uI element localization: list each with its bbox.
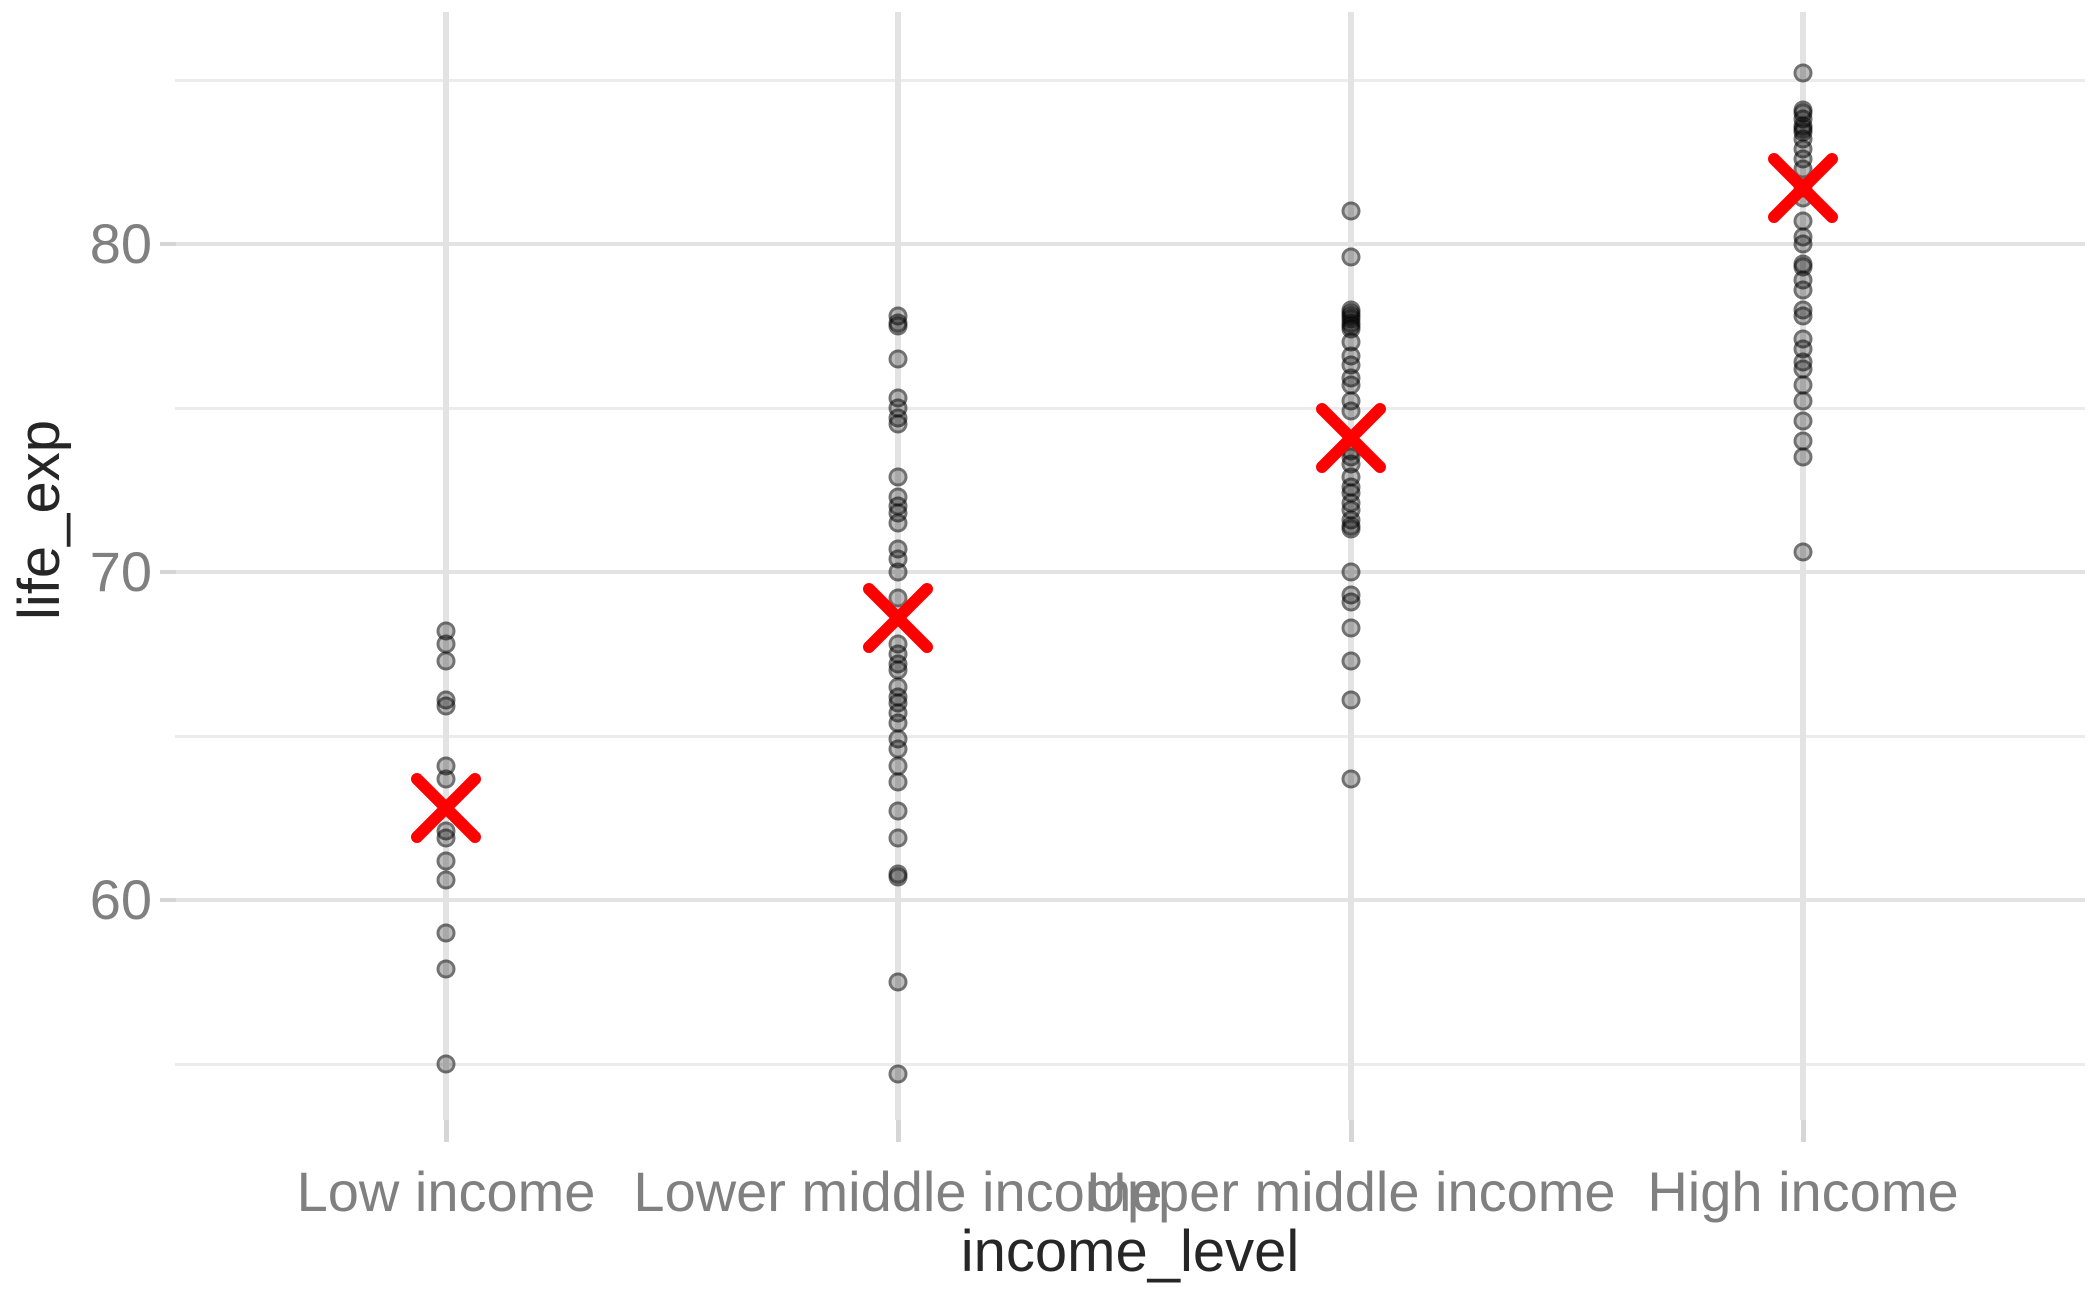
x-axis-tick [895, 1120, 901, 1142]
y-tick-label: 60 [89, 868, 152, 931]
x-axis-tick [1348, 1120, 1354, 1142]
data-point [1793, 63, 1813, 83]
data-point [888, 772, 908, 792]
mean-x-marker [1313, 400, 1389, 475]
data-point [1341, 401, 1361, 421]
y-axis-title: life_exp [7, 420, 72, 620]
data-point [888, 801, 908, 821]
data-point [1793, 542, 1813, 562]
x-axis-title: income_level [960, 1219, 1300, 1284]
y-axis-tick [160, 898, 176, 902]
x-tick-label: Lower middle income [633, 1160, 1163, 1223]
data-point [888, 867, 908, 887]
data-point [888, 1064, 908, 1084]
data-point [888, 414, 908, 434]
mean-x-marker [860, 580, 936, 656]
data-point [436, 1054, 456, 1074]
data-point [436, 870, 456, 890]
mean-x-marker [408, 770, 484, 846]
data-point [1793, 411, 1813, 431]
mean-x-marker [1765, 150, 1841, 226]
gridline-minor-horizontal [175, 78, 2085, 82]
data-point [1341, 562, 1361, 582]
x-tick-label: Low income [296, 1160, 596, 1223]
data-point [436, 696, 456, 716]
data-point [1341, 690, 1361, 710]
data-point [888, 349, 908, 369]
data-point [888, 467, 908, 487]
data-point [1793, 234, 1813, 254]
gridline-major-vertical [443, 12, 449, 1120]
data-point [1793, 280, 1813, 300]
y-tick-label: 80 [89, 212, 152, 275]
data-point [1341, 769, 1361, 789]
gridline-minor-horizontal [175, 406, 2085, 410]
y-axis-tick [160, 570, 176, 574]
data-point [436, 828, 456, 848]
gridline-major-vertical [1800, 12, 1806, 1120]
data-point [436, 651, 456, 671]
data-point [888, 316, 908, 336]
data-point [1793, 391, 1813, 411]
data-point [1341, 519, 1361, 539]
x-tick-label: High income [1647, 1160, 1959, 1223]
data-point [436, 923, 456, 943]
data-point [436, 959, 456, 979]
data-point [1341, 651, 1361, 671]
data-point [1793, 306, 1813, 326]
gridline-minor-horizontal [175, 1062, 2085, 1066]
x-tick-label: Upper middle income [1086, 1160, 1616, 1223]
gridline-major-horizontal [175, 570, 2085, 574]
data-point [1341, 592, 1361, 612]
x-axis-tick [443, 1120, 449, 1142]
y-axis-tick [160, 242, 176, 246]
data-point [1341, 201, 1361, 221]
y-tick-label: 70 [89, 540, 152, 603]
data-point [888, 513, 908, 533]
data-point [888, 562, 908, 582]
data-point [888, 828, 908, 848]
x-axis-tick [1800, 1120, 1806, 1142]
data-point [436, 851, 456, 871]
data-point [888, 972, 908, 992]
data-point [436, 769, 456, 789]
data-point [1341, 247, 1361, 267]
data-point [1793, 447, 1813, 467]
gridline-minor-horizontal [175, 734, 2085, 738]
gridline-major-horizontal [175, 898, 2085, 902]
data-point [1341, 618, 1361, 638]
gridline-major-horizontal [175, 242, 2085, 246]
